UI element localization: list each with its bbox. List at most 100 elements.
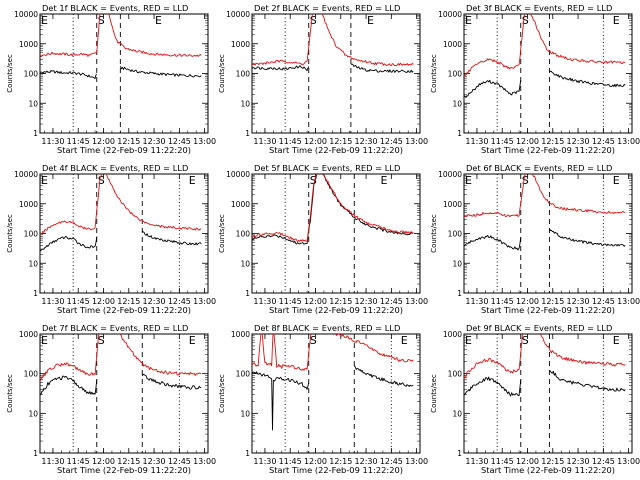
marker-label: S: [310, 334, 317, 347]
y-axis-label: Counts/sec: [430, 54, 438, 93]
x-tick-label: 12:30: [567, 137, 590, 146]
x-tick-label: 11:45: [279, 297, 302, 306]
x-tick-label: 11:45: [491, 137, 514, 146]
series-path: [353, 365, 414, 387]
x-tick-label: 12:30: [143, 297, 166, 306]
y-tick-label: 100: [24, 70, 39, 79]
x-tick-label: 13:00: [617, 457, 640, 466]
x-tick-label: 11:45: [491, 297, 514, 306]
x-tick-label: 12:30: [567, 297, 590, 306]
x-tick-label: 13:00: [405, 297, 428, 306]
x-tick-label: 12:30: [355, 457, 378, 466]
y-tick-label: 10: [240, 259, 250, 268]
marker-label: S: [98, 174, 105, 187]
y-axis-label: Counts/sec: [6, 374, 14, 413]
x-tick-label: 13:00: [405, 137, 428, 146]
series-line-events: [40, 373, 202, 396]
series-path: [40, 174, 202, 235]
y-tick-label: 10000: [438, 170, 462, 179]
x-axis-label: Start Time (22-Feb-09 11:22:20): [57, 465, 191, 475]
y-tick-label: 100: [24, 370, 39, 379]
x-tick-label: 12:15: [117, 297, 140, 306]
marker-label: E: [613, 14, 620, 27]
series-path: [464, 234, 522, 251]
y-tick-label: 10: [240, 409, 250, 418]
y-axis-label: Counts/sec: [6, 214, 14, 253]
series-path: [252, 65, 310, 72]
marker-label: S: [310, 14, 317, 27]
series-path: [464, 79, 522, 98]
series-line-events: [252, 174, 414, 245]
y-tick-label: 1000: [443, 200, 462, 209]
x-tick-label: 12:00: [516, 457, 539, 466]
y-tick-label: 1: [33, 289, 38, 298]
chart-title: Det 2f BLACK = Events, RED = LLD: [254, 3, 400, 13]
marker-label: E: [367, 14, 374, 27]
series-line-events: [40, 230, 202, 252]
series-path: [252, 174, 414, 243]
x-tick-label: 12:45: [168, 297, 191, 306]
x-tick-label: 12:00: [304, 457, 327, 466]
x-tick-label: 12:45: [380, 457, 403, 466]
y-tick-label: 1000: [19, 40, 38, 49]
y-tick-label: 1: [457, 449, 462, 458]
series-path: [252, 14, 414, 67]
series-line-events: [464, 370, 626, 397]
x-tick-label: 13:00: [193, 457, 216, 466]
chart-title: Det 8f BLACK = Events, RED = LLD: [254, 323, 400, 333]
x-tick-label: 12:15: [541, 457, 564, 466]
y-tick-label: 10: [452, 409, 462, 418]
marker-label: E: [155, 14, 162, 27]
series-path: [464, 14, 626, 77]
plot-frame: [251, 13, 421, 134]
series-path: [549, 370, 626, 392]
x-tick-label: 11:30: [465, 137, 488, 146]
marker-label: E: [189, 174, 196, 187]
x-tick-label: 13:00: [617, 297, 640, 306]
series-path: [119, 66, 202, 78]
y-tick-label: 1: [245, 129, 250, 138]
x-axis-label: Start Time (22-Feb-09 11:22:20): [481, 465, 615, 475]
y-tick-label: 1000: [231, 40, 250, 49]
y-tick-label: 100: [448, 230, 463, 239]
y-tick-label: 10: [28, 99, 38, 108]
series-path: [252, 334, 414, 371]
marker-label: E: [189, 334, 196, 347]
x-tick-label: 11:30: [41, 297, 64, 306]
series-path: [350, 63, 414, 73]
series-line-events: [252, 63, 414, 73]
series-path: [252, 371, 310, 431]
chart-title: Det 5f BLACK = Events, RED = LLD: [254, 163, 400, 173]
chart-panel-5f: 11:30 11:45 12:00 12:15 12:30 12:45 13:00 1 10 10…: [218, 163, 428, 315]
plot-frame: [251, 173, 421, 294]
x-tick-label: 12:45: [380, 137, 403, 146]
marker-label: E: [465, 14, 472, 27]
x-tick-label: 11:30: [41, 457, 64, 466]
marker-label: E: [465, 174, 472, 187]
y-tick-label: 10000: [14, 170, 38, 179]
y-tick-label: 10000: [14, 10, 38, 19]
x-axis-label: Start Time (22-Feb-09 11:22:20): [57, 145, 191, 155]
x-tick-label: 12:30: [567, 457, 590, 466]
x-axis-label: Start Time (22-Feb-09 11:22:20): [57, 305, 191, 315]
y-tick-label: 10: [28, 409, 38, 418]
series-path: [40, 70, 98, 80]
x-axis-label: Start Time (22-Feb-09 11:22:20): [481, 305, 615, 315]
plot-frame: [463, 173, 633, 294]
y-tick-label: 1000: [443, 40, 462, 49]
x-tick-label: 12:45: [168, 457, 191, 466]
y-tick-label: 1: [33, 449, 38, 458]
x-tick-label: 12:15: [329, 297, 352, 306]
x-tick-label: 12:45: [592, 457, 615, 466]
series-line-lld: [464, 14, 626, 77]
x-tick-label: 12:15: [541, 137, 564, 146]
series-line-lld: [252, 334, 414, 371]
x-tick-label: 11:30: [465, 297, 488, 306]
series-line-lld: [40, 14, 202, 58]
chart-panel-7f: 11:30 11:45 12:00 12:15 12:30 12:45 13:00 1 10 10…: [6, 323, 216, 475]
marker-label: E: [41, 14, 48, 27]
x-tick-label: 11:45: [67, 137, 90, 146]
y-tick-label: 1000: [19, 200, 38, 209]
x-tick-label: 11:45: [279, 137, 302, 146]
y-tick-label: 10000: [226, 170, 250, 179]
